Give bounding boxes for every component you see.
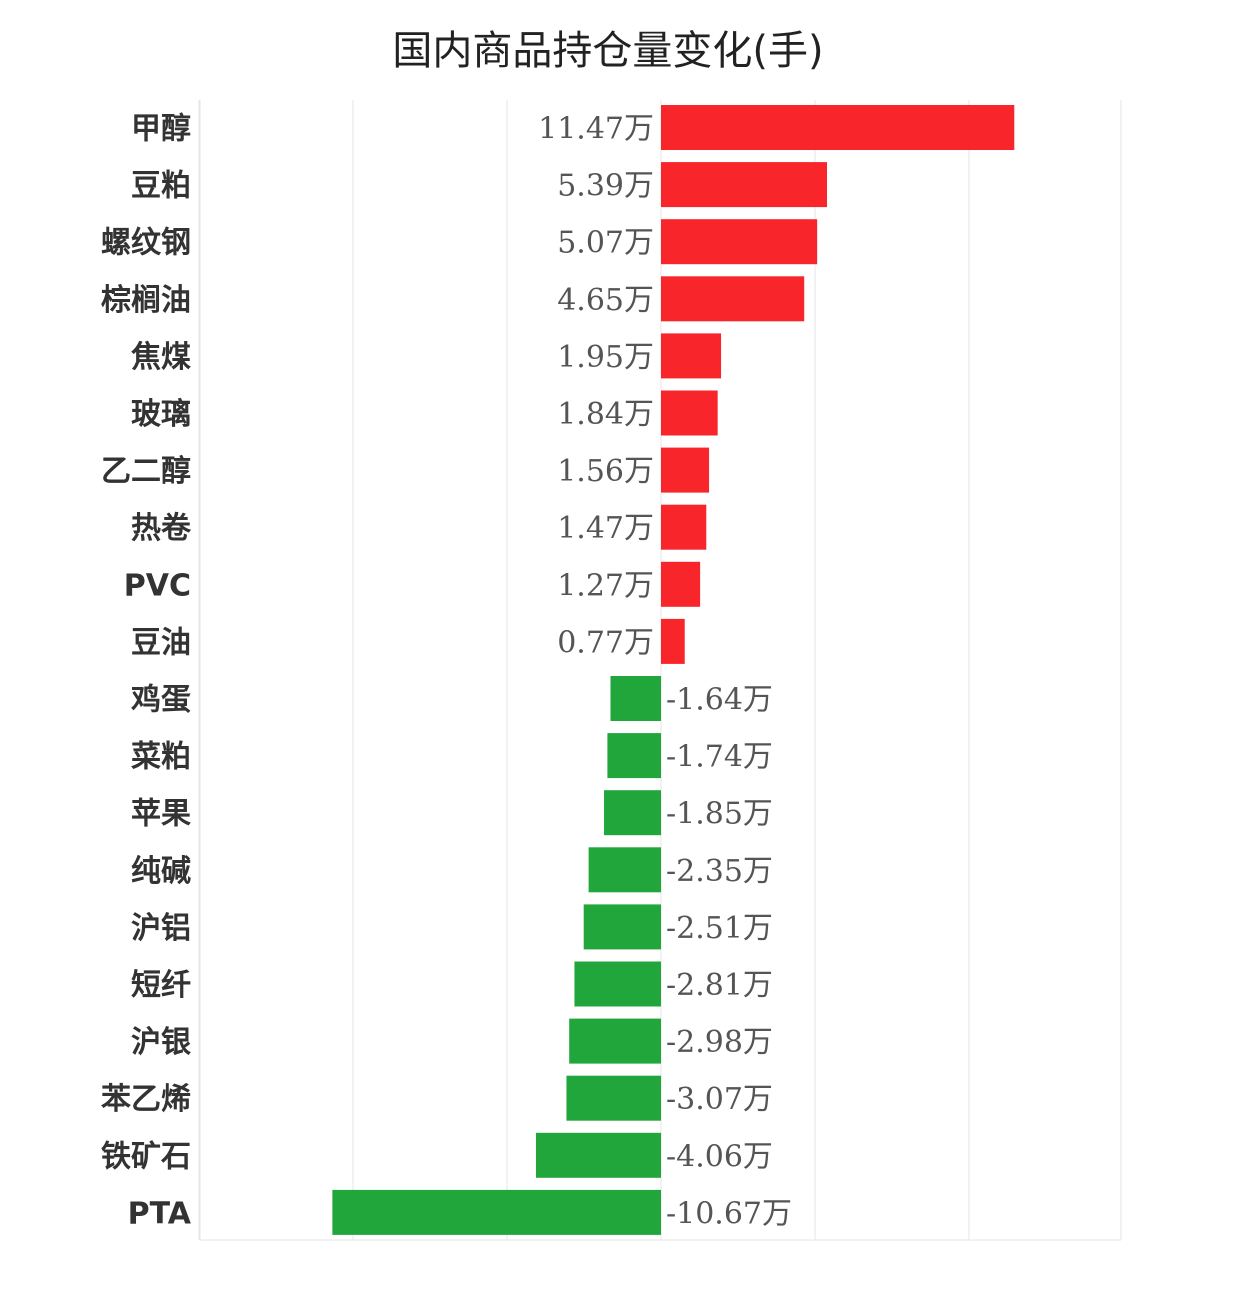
bar [604, 790, 661, 836]
value-labels: 11.47万 5.39万 5.07万 4.65万 1.95万 1.84万 1.56万 1.47… [538, 112, 792, 1232]
value-label: -1.74万 [666, 740, 773, 775]
category-label: 苯乙烯 [101, 1082, 191, 1117]
value-label: 11.47万 [538, 112, 654, 147]
category-label: 热卷 [131, 511, 192, 546]
bar [332, 1189, 661, 1235]
chart-title: 国内商品持仓量变化(手) [392, 28, 824, 74]
bar [569, 1018, 661, 1064]
grid-lines [198, 100, 1122, 1241]
bar [661, 504, 707, 550]
bar [661, 618, 685, 664]
value-label: -2.51万 [666, 911, 773, 946]
bar [661, 447, 710, 493]
bar [588, 847, 661, 893]
value-label: 5.39万 [557, 169, 654, 204]
bar [566, 1075, 661, 1121]
category-label: 沪银 [131, 1025, 191, 1060]
category-label: 纯碱 [131, 854, 191, 889]
category-label: 铁矿石 [101, 1139, 191, 1174]
category-label: 鸡蛋 [131, 683, 191, 718]
bar [661, 276, 805, 322]
value-label: -1.64万 [666, 683, 773, 718]
category-label: 焦煤 [131, 340, 191, 375]
value-label: -2.35万 [666, 854, 773, 889]
category-label: 玻璃 [131, 397, 191, 432]
bar [583, 904, 661, 950]
category-label: 豆油 [131, 625, 191, 660]
category-label: 菜粕 [131, 740, 191, 775]
bar [661, 561, 701, 607]
bar [610, 676, 661, 721]
bar [661, 105, 1015, 150]
category-label: 短纤 [131, 968, 191, 1003]
value-label: 1.95万 [557, 340, 654, 375]
category-label: 豆粕 [131, 169, 191, 204]
value-label: 4.65万 [557, 283, 654, 318]
category-label: 棕榈油 [101, 283, 191, 318]
value-label: 1.27万 [557, 568, 654, 603]
value-label: -4.06万 [666, 1139, 773, 1174]
bar [661, 219, 818, 265]
bars [332, 105, 1015, 1235]
value-label: -3.07万 [666, 1082, 773, 1117]
category-label: 乙二醇 [101, 454, 191, 489]
value-label: 5.07万 [557, 226, 654, 261]
bar [661, 333, 722, 379]
category-label: 螺纹钢 [101, 226, 191, 261]
value-label: -2.98万 [666, 1025, 773, 1060]
bar [607, 733, 661, 779]
bar [661, 390, 718, 436]
value-label: 1.56万 [557, 454, 654, 489]
bar [535, 1132, 661, 1178]
value-label: 0.77万 [557, 625, 654, 660]
value-label: -2.81万 [666, 968, 773, 1003]
bar [574, 961, 661, 1007]
category-label: PTA [128, 1196, 192, 1231]
value-label: -1.85万 [666, 797, 773, 832]
category-label: 苹果 [131, 797, 191, 832]
category-label: 甲醇 [131, 112, 191, 147]
bar [661, 162, 828, 208]
category-label: PVC [124, 568, 191, 603]
category-label: 沪铝 [131, 911, 191, 946]
value-label: 1.47万 [557, 511, 654, 546]
value-label: -10.67万 [666, 1196, 792, 1231]
value-label: 1.84万 [557, 397, 654, 432]
